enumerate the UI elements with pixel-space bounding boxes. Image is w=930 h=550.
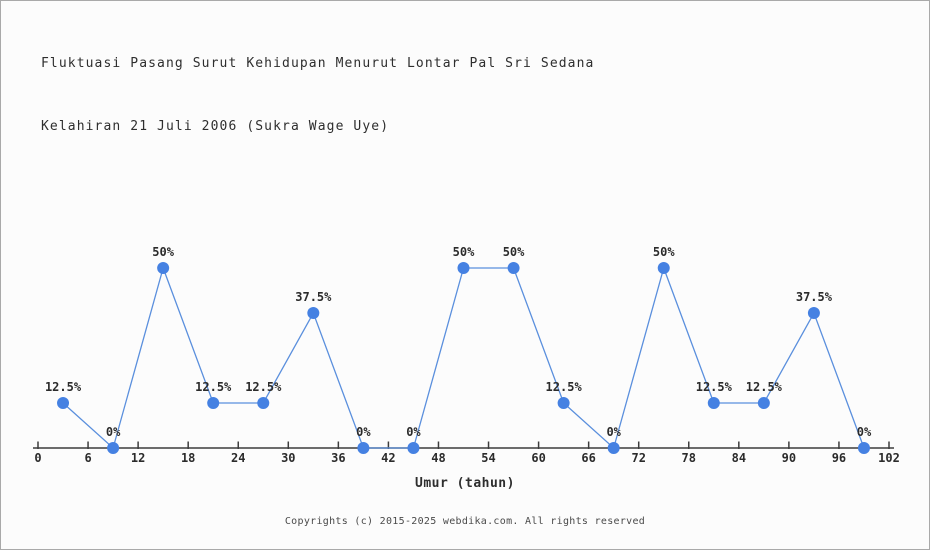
x-tick-label: 72 [631,451,645,465]
data-point [857,442,870,454]
chart-title-line2: Kelahiran 21 Juli 2006 (Sukra Wage Uye) [41,119,390,134]
data-line [62,265,865,450]
x-tick-label: 24 [231,451,245,465]
data-point [757,397,770,409]
data-point-label: 50% [152,245,174,259]
data-point [557,397,570,409]
data-point [257,397,270,409]
data-point-label: 50% [503,245,525,259]
data-point [507,262,520,274]
x-tick-label: 30 [281,451,295,465]
copyright-text: Copyrights (c) 2015-2025 webdika.com. Al… [284,516,646,527]
x-tick-label: 42 [381,451,395,465]
x-tick-label: 102 [878,451,900,465]
x-tick-label: 18 [181,451,195,465]
data-point-label: 0% [857,425,872,439]
data-point-label: 12.5% [195,380,232,394]
chart-title-line1: Fluktuasi Pasang Surut Kehidupan Menurut… [41,56,595,71]
x-axis-label: Umur (tahun) [415,476,515,491]
data-point-label: 12.5% [45,380,82,394]
data-point-label: 37.5% [295,290,332,304]
data-point-label: 37.5% [796,290,833,304]
data-point-label: 12.5% [546,380,583,394]
data-point [407,442,420,454]
data-point-label: 50% [653,245,675,259]
data-point [57,397,70,409]
data-point [357,442,370,454]
x-tick-label: 78 [682,451,696,465]
data-point-label: 0% [606,425,621,439]
data-point [207,397,220,409]
data-point-label: 12.5% [245,380,282,394]
data-point-label: 0% [106,425,121,439]
x-tick-label: 48 [431,451,445,465]
data-point [657,262,670,274]
data-point [707,397,720,409]
data-point-label: 12.5% [746,380,783,394]
data-point [157,262,170,274]
x-tick-label: 66 [581,451,595,465]
x-tick-label: 54 [481,451,495,465]
data-point [457,262,470,274]
x-tick-label: 36 [331,451,345,465]
data-point [607,442,620,454]
chart-title: Fluktuasi Pasang Surut Kehidupan Menurut… [41,11,594,179]
data-point-label: 0% [406,425,421,439]
data-point [807,307,820,319]
x-tick-label: 60 [531,451,545,465]
data-point-label: 12.5% [696,380,733,394]
data-point [307,307,320,319]
x-tick-label: 6 [84,451,91,465]
x-tick-label: 0 [34,451,41,465]
data-point [107,442,120,454]
x-tick-label: 90 [782,451,796,465]
x-tick-label: 84 [732,451,746,465]
x-tick-label: 12 [131,451,145,465]
x-tick-label: 96 [832,451,846,465]
data-point-label: 0% [356,425,371,439]
data-point-label: 50% [453,245,475,259]
